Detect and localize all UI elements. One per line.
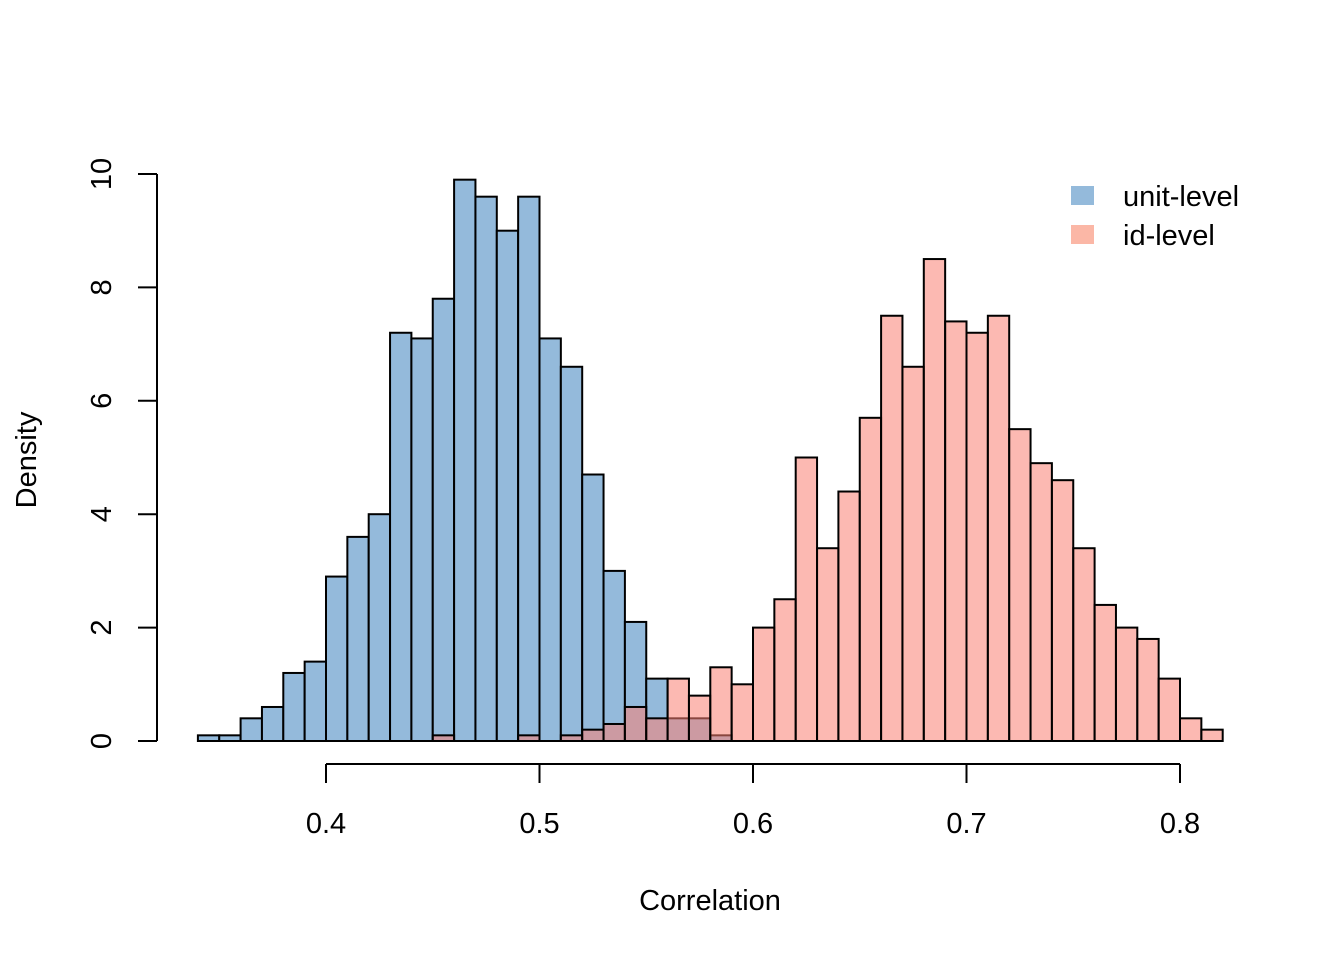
bar-id-level-23 [922,258,947,742]
bar-id-level-26 [986,314,1011,742]
x-tick-label: 0.8 [1160,808,1200,840]
bar-id-level-6 [559,734,584,743]
bar-id-level-36 [1200,728,1224,742]
bar-unit-level-5 [303,660,327,742]
bar-id-level-16 [773,598,797,742]
bar-id-level-33 [1136,637,1160,742]
y-tick-label: 0 [86,733,118,749]
bar-unit-level-7 [346,535,370,742]
bar-unit-level-2 [239,717,263,743]
x-tick-label: 0.5 [519,808,559,840]
y-tick-label: 4 [86,506,118,522]
bar-unit-level-18 [581,473,605,742]
legend: unit-level id-level [1071,181,1239,252]
bar-id-level-9 [623,705,648,742]
bar-id-level-0 [431,734,456,743]
bar-id-level-11 [666,677,690,743]
bar-id-level-15 [752,626,776,742]
bar-id-level-31 [1093,603,1117,742]
legend-swatch-id-level [1071,225,1094,244]
bar-id-level-29 [1050,479,1075,742]
bar-id-level-25 [965,331,989,742]
y-ticks: 0 2 4 6 8 10 [86,158,157,749]
bar-unit-level-17 [559,365,584,742]
bar-id-level-24 [944,320,968,742]
legend-swatch-unit-level [1071,186,1094,205]
bar-id-level-35 [1179,717,1203,743]
bar-unit-level-11 [431,297,456,742]
bar-id-level-17 [794,456,819,742]
bars-layer [196,178,1224,743]
bar-id-level-21 [880,314,904,742]
bar-unit-level-4 [282,671,306,743]
y-axis-label: Density [11,411,43,508]
bar-unit-level-6 [325,575,349,742]
bar-id-level-18 [816,547,840,742]
y-tick-label: 2 [86,620,118,636]
bar-id-level-34 [1157,677,1182,743]
bar-unit-level-0 [196,734,221,743]
x-ticks: 0.4 0.5 0.6 0.7 0.8 [306,764,1200,840]
bar-unit-level-13 [474,195,498,742]
bar-id-level-8 [602,722,626,742]
bar-id-level-13 [709,666,733,742]
bar-unit-level-9 [389,331,413,742]
bar-id-level-27 [1008,428,1032,742]
bar-unit-level-10 [410,337,434,742]
bar-unit-level-8 [367,513,392,743]
y-tick-label: 6 [86,393,118,409]
x-tick-label: 0.6 [733,808,773,840]
legend-label-unit-level: unit-level [1123,181,1239,213]
x-tick-label: 0.4 [306,808,346,840]
bar-id-level-10 [645,717,669,743]
bar-unit-level-3 [260,705,285,742]
bar-id-level-12 [687,694,712,743]
y-tick-label: 8 [86,279,118,295]
bar-id-level-19 [837,490,861,742]
bar-id-level-4 [517,734,541,743]
axes: 0.4 0.5 0.6 0.7 0.8 0 2 4 6 8 10 [86,158,1200,840]
bar-id-level-22 [901,365,925,742]
bar-unit-level-14 [495,229,520,742]
bar-id-level-28 [1029,462,1053,742]
legend-label-id-level: id-level [1123,220,1215,252]
y-tick-label: 10 [86,158,118,190]
bar-id-level-14 [730,683,755,742]
bar-id-level-32 [1114,626,1139,742]
bar-id-level-7 [581,728,605,742]
bar-unit-level-16 [538,337,562,742]
bar-unit-level-15 [517,195,541,742]
bar-unit-level-19 [602,569,626,743]
x-axis-label: Correlation [639,885,781,917]
bar-id-level-30 [1072,547,1096,742]
bar-unit-level-1 [218,734,242,743]
x-tick-label: 0.7 [946,808,986,840]
bar-id-level-20 [858,416,883,742]
bar-unit-level-12 [453,178,477,743]
